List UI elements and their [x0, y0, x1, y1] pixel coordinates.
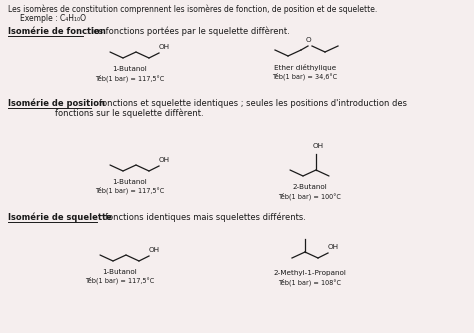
Text: Téb(1 bar) = 34,6°C: Téb(1 bar) = 34,6°C: [273, 72, 337, 80]
Text: Téb(1 bar) = 117,5°C: Téb(1 bar) = 117,5°C: [85, 277, 155, 284]
Text: Téb(1 bar) = 100°C: Téb(1 bar) = 100°C: [279, 192, 341, 199]
Text: fonctions sur le squelette diffèrent.: fonctions sur le squelette diffèrent.: [55, 109, 204, 119]
Text: OH: OH: [159, 157, 170, 163]
Text: : fonctions et squelette identiques ; seules les positions d'introduction des: : fonctions et squelette identiques ; se…: [91, 99, 407, 108]
Text: 1-Butanol: 1-Butanol: [113, 179, 147, 185]
Text: OH: OH: [328, 244, 339, 250]
Text: : les fonctions portées par le squelette diffèrent.: : les fonctions portées par le squelette…: [83, 27, 290, 37]
Text: 2-Methyl-1-Propanol: 2-Methyl-1-Propanol: [273, 270, 346, 276]
Text: : fonctions identiques mais squelettes différents.: : fonctions identiques mais squelettes d…: [97, 213, 306, 222]
Text: Isomérie de position: Isomérie de position: [8, 99, 105, 109]
Text: O: O: [305, 37, 311, 43]
Text: Exemple : C₄H₁₀O: Exemple : C₄H₁₀O: [20, 14, 86, 23]
Text: Les isomères de constitution comprennent les isomères de fonction, de position e: Les isomères de constitution comprennent…: [8, 5, 377, 15]
Text: OH: OH: [149, 247, 160, 253]
Text: Ether diéthylique: Ether diéthylique: [274, 64, 336, 71]
Text: 2-Butanol: 2-Butanol: [292, 184, 328, 190]
Text: Isomérie de fonction: Isomérie de fonction: [8, 27, 106, 36]
Text: 1-Butanol: 1-Butanol: [103, 269, 137, 275]
Text: OH: OH: [159, 44, 170, 50]
Text: OH: OH: [313, 143, 324, 149]
Text: Téb(1 bar) = 117,5°C: Téb(1 bar) = 117,5°C: [95, 74, 164, 82]
Text: Isomérie de squelette: Isomérie de squelette: [8, 213, 112, 222]
Text: Téb(1 bar) = 108°C: Téb(1 bar) = 108°C: [279, 278, 341, 285]
Text: Téb(1 bar) = 117,5°C: Téb(1 bar) = 117,5°C: [95, 187, 164, 194]
Text: 1-Butanol: 1-Butanol: [113, 66, 147, 72]
